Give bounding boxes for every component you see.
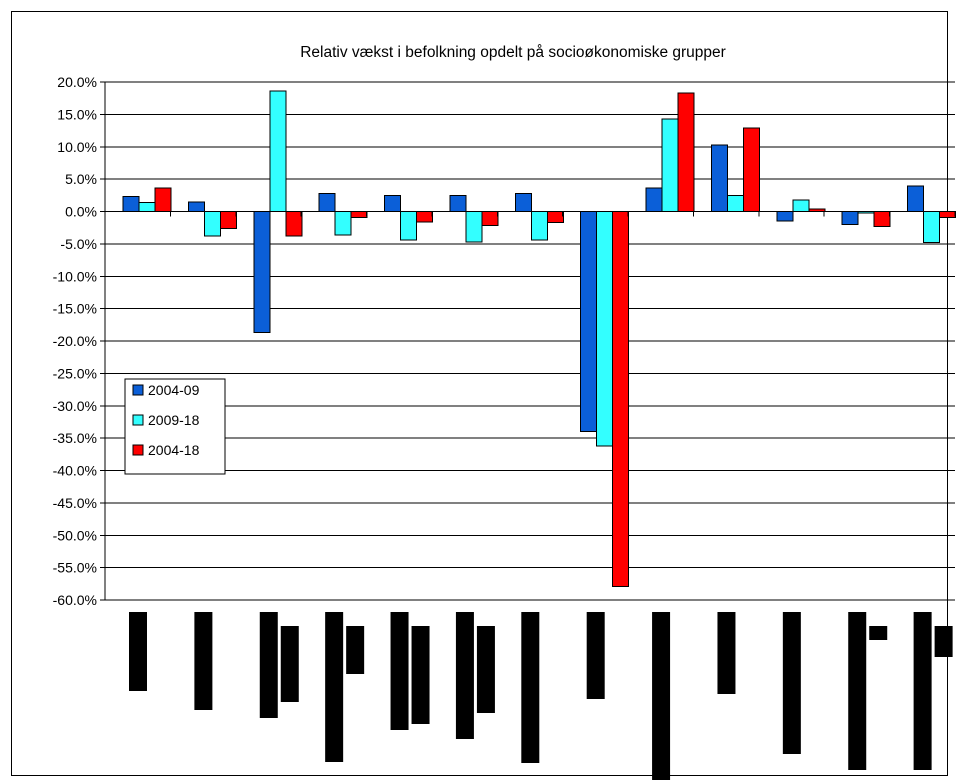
bar-2009-18: [269, 90, 287, 212]
y-tick-label: -50.0%: [53, 527, 97, 543]
bar-2004-18: [350, 211, 368, 218]
redacted-category-label: [521, 612, 540, 763]
legend-label: 2004-18: [148, 442, 200, 458]
redacted-category-label: [848, 612, 867, 770]
bar-2004-09: [253, 211, 271, 334]
legend-label: 2004-09: [148, 382, 200, 398]
y-axis: 20.0% 15.0% 10.0% 5.0% 0.0% -5.0% -10.0% -15.0%…: [53, 74, 106, 608]
legend-swatch: [132, 414, 144, 426]
redacted-category-label-line2: [346, 626, 365, 674]
redacted-category-label: [652, 612, 671, 780]
redacted-category-label-line2: [934, 626, 953, 657]
y-tick-label: -40.0%: [53, 463, 97, 479]
y-tick-label: 20.0%: [57, 74, 97, 90]
bar-2004-09: [776, 211, 794, 222]
y-tick-label: -15.0%: [53, 301, 97, 317]
redacted-category-label-line2: [411, 626, 430, 724]
bar-2004-18: [677, 92, 695, 212]
bar-2004-18: [873, 211, 891, 227]
redacted-category-label-line2: [280, 626, 299, 702]
legend-swatch: [132, 384, 144, 396]
bar-2009-18: [530, 211, 548, 241]
redacted-category-label: [782, 612, 801, 754]
bar-2004-18: [481, 211, 499, 227]
bar-2009-18: [661, 118, 679, 212]
bar-2004-09: [907, 185, 925, 212]
bar-2009-18: [138, 201, 156, 212]
redacted-category-label: [717, 612, 736, 694]
redacted-category-label: [259, 612, 278, 718]
bar-2004-09: [187, 201, 205, 213]
redacted-category-label: [586, 612, 605, 699]
bar-2004-18: [416, 211, 434, 223]
redacted-category-label: [913, 612, 932, 770]
bar-2004-09: [514, 192, 532, 212]
y-tick-label: -55.0%: [53, 560, 97, 576]
redacted-category-label-line2: [869, 626, 888, 640]
legend: 2004-09 2009-18 2004-18: [124, 378, 226, 475]
y-tick-label: 5.0%: [65, 171, 97, 187]
redacted-category-label: [129, 612, 147, 691]
bar-2004-09: [580, 211, 598, 433]
y-tick-label: -60.0%: [53, 592, 97, 608]
chart-title: Relativ vækst i befolkning opdelt på soc…: [300, 44, 726, 61]
bar-2004-18: [612, 211, 630, 587]
bar-2009-18: [726, 194, 744, 212]
bar-2004-18: [939, 211, 957, 218]
bar-2009-18: [792, 199, 810, 213]
bar-2004-09: [645, 187, 663, 213]
y-tick-label: -35.0%: [53, 430, 97, 446]
bar-2004-09: [710, 144, 728, 212]
bar-2004-18: [742, 127, 760, 212]
y-tick-label: 10.0%: [57, 139, 97, 155]
y-tick-label: 15.0%: [57, 106, 97, 122]
bar-2004-18: [219, 211, 237, 229]
legend-swatch: [132, 444, 144, 456]
y-tick-label: -30.0%: [53, 398, 97, 414]
y-tick-label: -25.0%: [53, 365, 97, 381]
bar-2009-18: [334, 211, 352, 236]
bar-2004-09: [841, 211, 859, 225]
bar-2004-09: [449, 194, 467, 212]
redacted-category-label-line2: [476, 626, 495, 713]
legend-label: 2009-18: [148, 412, 200, 428]
bar-2004-09: [318, 192, 336, 212]
bar-2009-18: [465, 211, 483, 243]
bar-2004-18: [546, 211, 564, 224]
bar-2004-09: [122, 196, 140, 212]
y-tick-label: -45.0%: [53, 495, 97, 511]
redacted-category-label: [455, 612, 474, 739]
redacted-category-label: [194, 612, 213, 710]
bar-2009-18: [203, 211, 221, 237]
y-tick-label: -5.0%: [60, 236, 97, 252]
y-tick-label: 0.0%: [65, 204, 97, 220]
redacted-category-label: [325, 612, 344, 762]
bar-2004-09: [384, 194, 402, 212]
gridlines: [105, 81, 955, 601]
bars: [104, 90, 957, 587]
bar-2009-18: [923, 211, 941, 244]
y-tick-label: -10.0%: [53, 268, 97, 284]
y-tick-label: -20.0%: [53, 333, 97, 349]
bar-2004-18: [154, 187, 172, 213]
bar-2004-18: [285, 211, 303, 237]
redacted-category-label: [390, 612, 409, 730]
bar-2009-18: [400, 211, 418, 241]
category-labels: [129, 612, 953, 780]
bar-2009-18: [596, 211, 614, 447]
